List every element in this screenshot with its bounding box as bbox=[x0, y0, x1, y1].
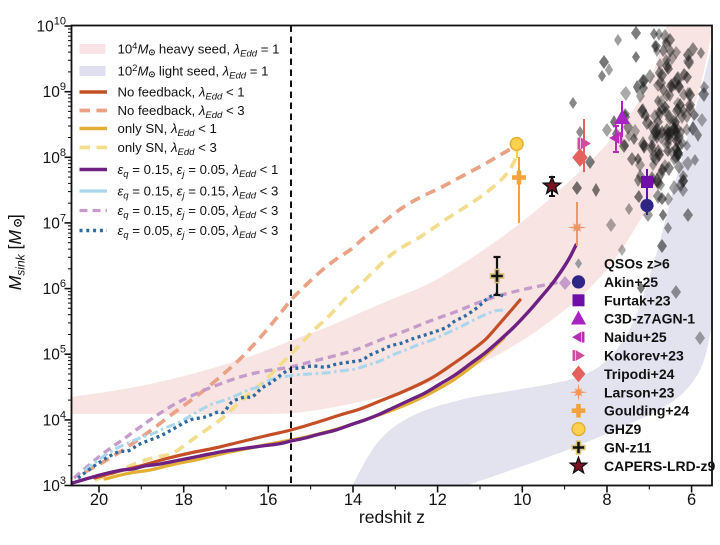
svg-text:Larson+23: Larson+23 bbox=[604, 384, 675, 400]
svg-text:GN-z11: GN-z11 bbox=[604, 440, 652, 456]
svg-text:18: 18 bbox=[175, 491, 193, 509]
svg-text:20: 20 bbox=[90, 491, 108, 509]
svg-text:16: 16 bbox=[259, 491, 277, 509]
svg-text:8: 8 bbox=[602, 491, 611, 509]
svg-text:6: 6 bbox=[687, 491, 696, 509]
svg-text:GHZ9: GHZ9 bbox=[604, 421, 642, 437]
svg-text:14: 14 bbox=[344, 491, 362, 509]
svg-text:Goulding+24: Goulding+24 bbox=[604, 403, 689, 419]
svg-text:εq = 0.05, εj = 0.05, λEdd < 3: εq = 0.05, εj = 0.05, λEdd < 3 bbox=[118, 223, 279, 241]
svg-text:εq = 0.15, εj = 0.05, λEdd < 3: εq = 0.15, εj = 0.05, λEdd < 3 bbox=[118, 203, 279, 221]
svg-text:12: 12 bbox=[428, 491, 446, 509]
svg-text:Kokorev+23: Kokorev+23 bbox=[604, 348, 684, 364]
svg-text:]: ] bbox=[5, 214, 25, 219]
svg-text:104M: 104M bbox=[118, 41, 149, 57]
svg-text:10: 10 bbox=[513, 491, 531, 509]
svg-text:QSOs z>6: QSOs z>6 bbox=[604, 256, 670, 272]
svg-text:Furtak+23: Furtak+23 bbox=[604, 292, 671, 308]
svg-text:102M: 102M bbox=[118, 63, 149, 79]
svg-text:C3D-z7AGN-1: C3D-z7AGN-1 bbox=[604, 311, 695, 327]
svg-text:Naidu+25: Naidu+25 bbox=[604, 329, 667, 345]
svg-text:Tripodi+24: Tripodi+24 bbox=[604, 366, 675, 382]
svg-text:Akin+25: Akin+25 bbox=[604, 274, 658, 290]
svg-text:εq = 0.15, εj = 0.15, λEdd < 3: εq = 0.15, εj = 0.15, λEdd < 3 bbox=[118, 184, 279, 202]
svg-text:εq = 0.15, εj = 0.05, λEdd < 1: εq = 0.15, εj = 0.05, λEdd < 1 bbox=[118, 162, 279, 180]
svg-text:redshit z: redshit z bbox=[359, 507, 425, 527]
svg-text:CAPERS-LRD-z9: CAPERS-LRD-z9 bbox=[604, 458, 715, 474]
